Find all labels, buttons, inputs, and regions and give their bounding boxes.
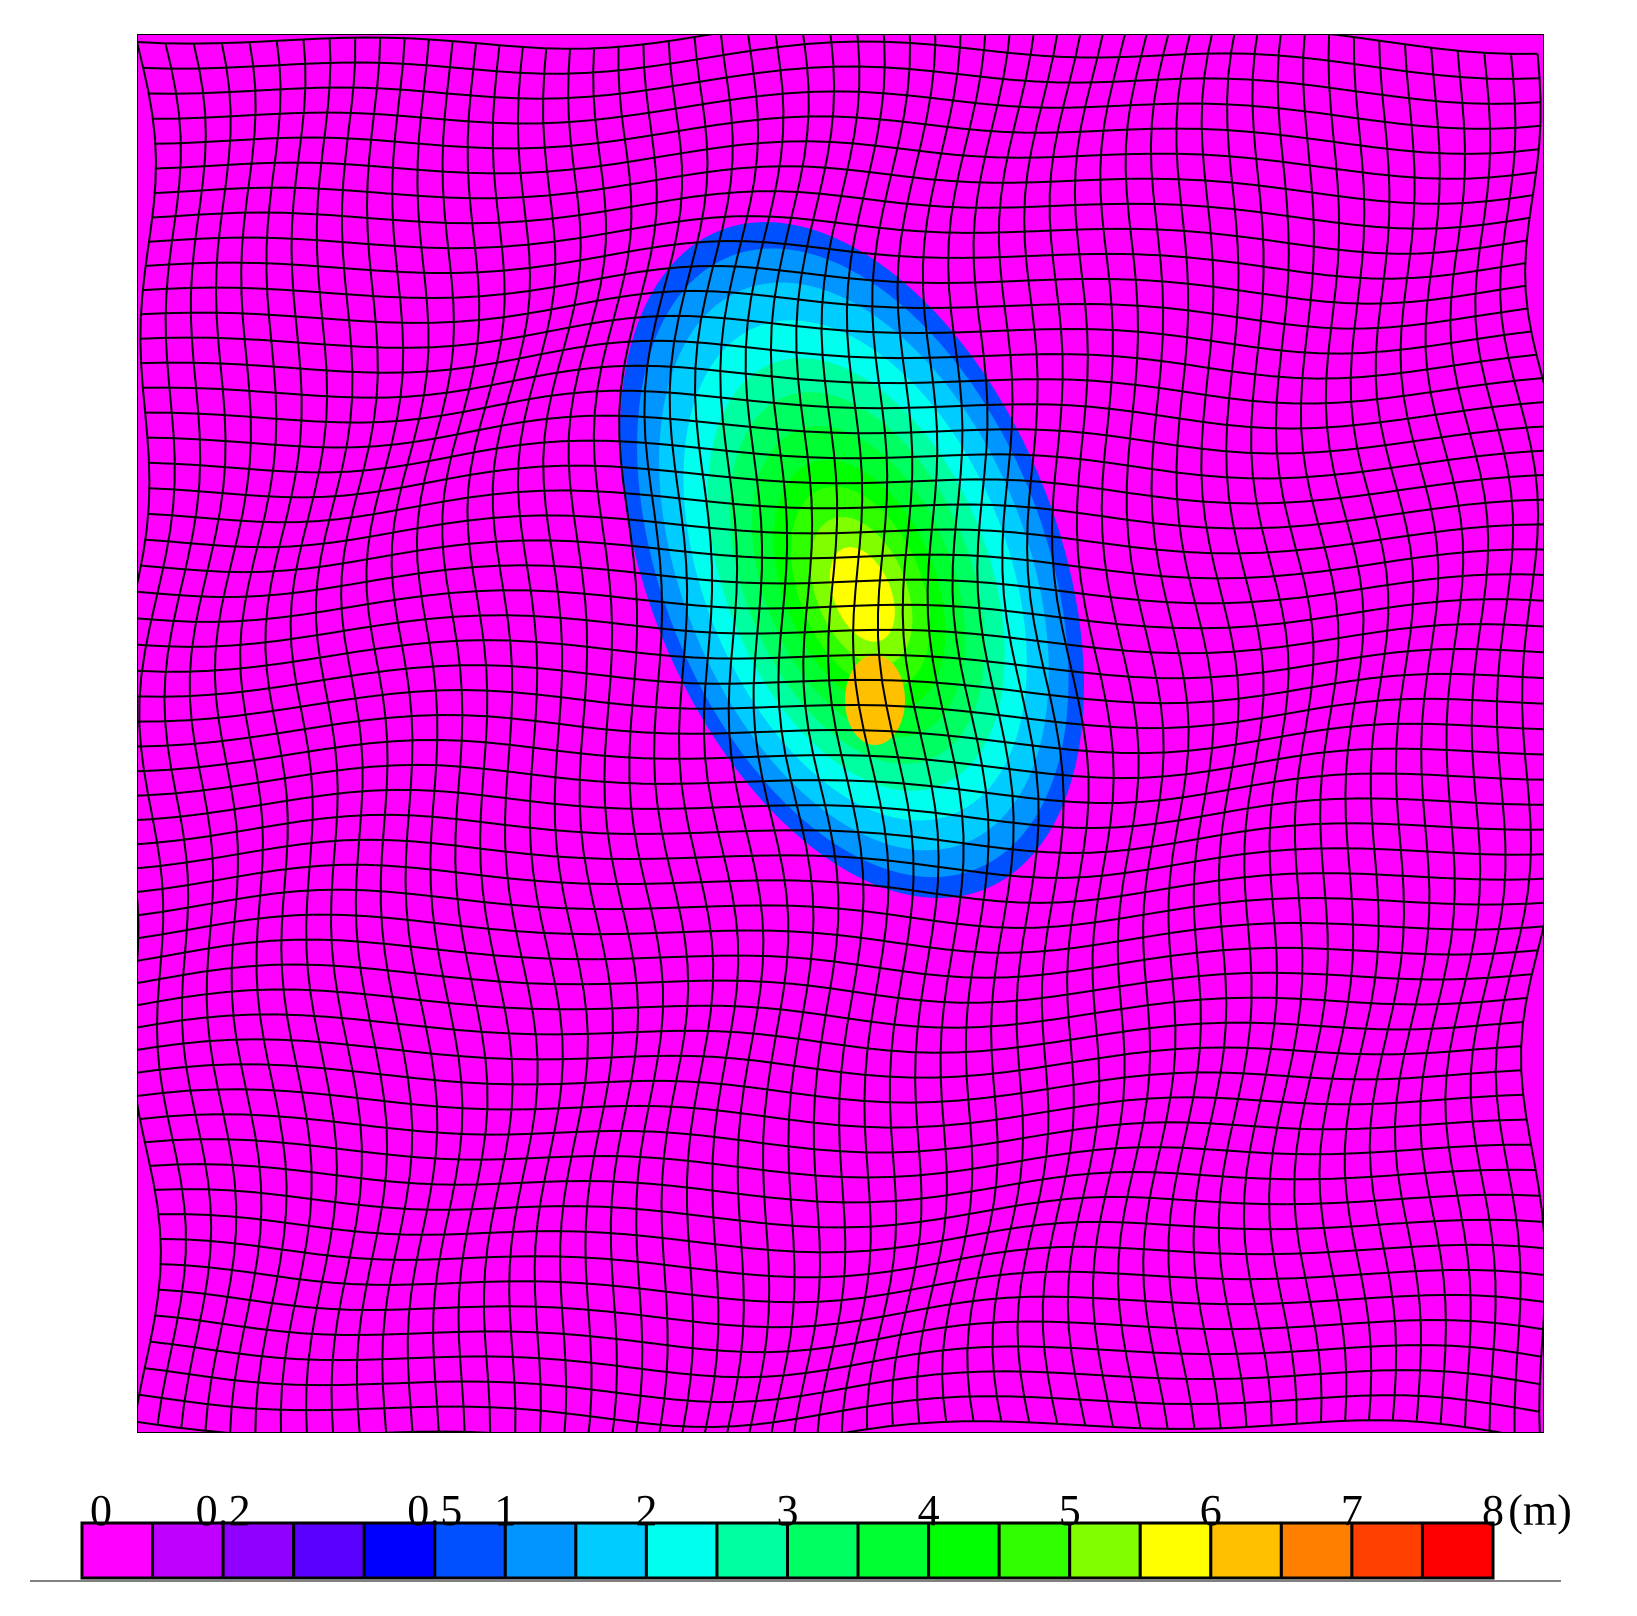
mesh-line (137, 838, 1544, 879)
mesh-line (137, 41, 162, 1413)
colorbar-tick-label: 0 (90, 1486, 112, 1535)
colorbar-box (1420, 1521, 1495, 1580)
mesh-line (158, 1213, 1544, 1254)
colorbar-tick-label: 1 (494, 1486, 516, 1535)
mesh-line (138, 888, 1544, 929)
mesh-line (1268, 34, 1315, 1424)
mesh-line (1520, 53, 1544, 1433)
colorbar-tick-label: 5 (1059, 1486, 1081, 1535)
colorbar-box (1068, 1521, 1142, 1580)
mesh-line (137, 1013, 1524, 1054)
colorbar-box (151, 1521, 225, 1580)
mesh-line (137, 1419, 1509, 1433)
colorbar-tick-label: 3 (777, 1486, 799, 1535)
colorbar-box (1279, 1521, 1354, 1580)
colorbar-tick-label: 0.2 (196, 1486, 251, 1535)
mesh-line (1469, 52, 1515, 1431)
colorbar-tick-label: 0.5 (407, 1486, 462, 1535)
mesh-line (137, 988, 1527, 1029)
mesh-line (158, 1288, 1544, 1329)
mesh-line (1142, 34, 1190, 1430)
colorbar-tick-label: 2 (635, 1486, 657, 1535)
mesh-line (137, 788, 1544, 830)
mesh-line (1368, 40, 1415, 1421)
unit-label: (m) (1508, 1486, 1572, 1535)
mesh-line (991, 34, 1040, 1422)
mesh-line (149, 1163, 1536, 1204)
mesh-line (137, 938, 1538, 979)
mesh-line (137, 713, 1544, 755)
mesh-line (1444, 50, 1490, 1428)
colorbar-tick-label: 7 (1341, 1486, 1363, 1535)
mesh-line (1041, 34, 1090, 1425)
mesh-line (1167, 34, 1215, 1430)
mesh-line (866, 34, 915, 1430)
mesh-line (155, 1314, 1544, 1354)
mesh-line (1217, 34, 1265, 1428)
mesh-line (138, 1393, 1540, 1429)
mesh-line (1242, 34, 1290, 1426)
mesh-line (1117, 34, 1165, 1429)
mesh-line (144, 1367, 1540, 1404)
mesh (137, 34, 1544, 1433)
mesh-line (139, 1113, 1527, 1154)
mesh-line (1494, 53, 1540, 1433)
colorbar-box (644, 1521, 719, 1580)
mesh-line (1419, 47, 1465, 1424)
mesh-line (1318, 34, 1365, 1421)
colorbar-tick-label: 4 (918, 1486, 940, 1535)
mesh-line (144, 1138, 1532, 1179)
mesh-line (1393, 44, 1440, 1422)
mesh-line (137, 34, 1538, 55)
mesh-line (890, 34, 940, 1426)
mesh-line (160, 1263, 1544, 1304)
colorbar-box (433, 1521, 507, 1580)
mesh-line (137, 1038, 1522, 1079)
mesh-line (137, 763, 1544, 804)
colorbar-box (503, 1521, 578, 1580)
mesh-line (1066, 34, 1115, 1426)
colorbar: 0 0.2 0.5 1 2 3 4 5 6 7 8 (80, 1486, 1504, 1580)
mesh-line (137, 963, 1532, 1004)
mesh-line (150, 1340, 1542, 1379)
mesh-line (1293, 34, 1340, 1423)
mesh-line (160, 1238, 1544, 1279)
colorbar-box (292, 1521, 366, 1580)
mesh-line (137, 738, 1544, 780)
mesh-line (1192, 34, 1240, 1429)
mesh-line (916, 34, 965, 1424)
mesh-line (941, 34, 990, 1422)
mesh-line (137, 863, 1544, 904)
mesh-line (137, 1063, 1522, 1104)
mesh-line (137, 1088, 1524, 1129)
colorbar-tick-label: 6 (1200, 1486, 1222, 1535)
colorbar-tick-label: 8 (1482, 1486, 1504, 1535)
mesh-line (1343, 36, 1390, 1421)
mesh-line (154, 1188, 1540, 1229)
mesh-line (137, 813, 1544, 855)
mesh-line (1091, 34, 1140, 1428)
mesh-line (1016, 34, 1065, 1423)
mesh-line (840, 34, 890, 1433)
mesh-line (966, 34, 1015, 1422)
mesh-line (138, 913, 1544, 954)
colorbar-box (1138, 1521, 1213, 1580)
